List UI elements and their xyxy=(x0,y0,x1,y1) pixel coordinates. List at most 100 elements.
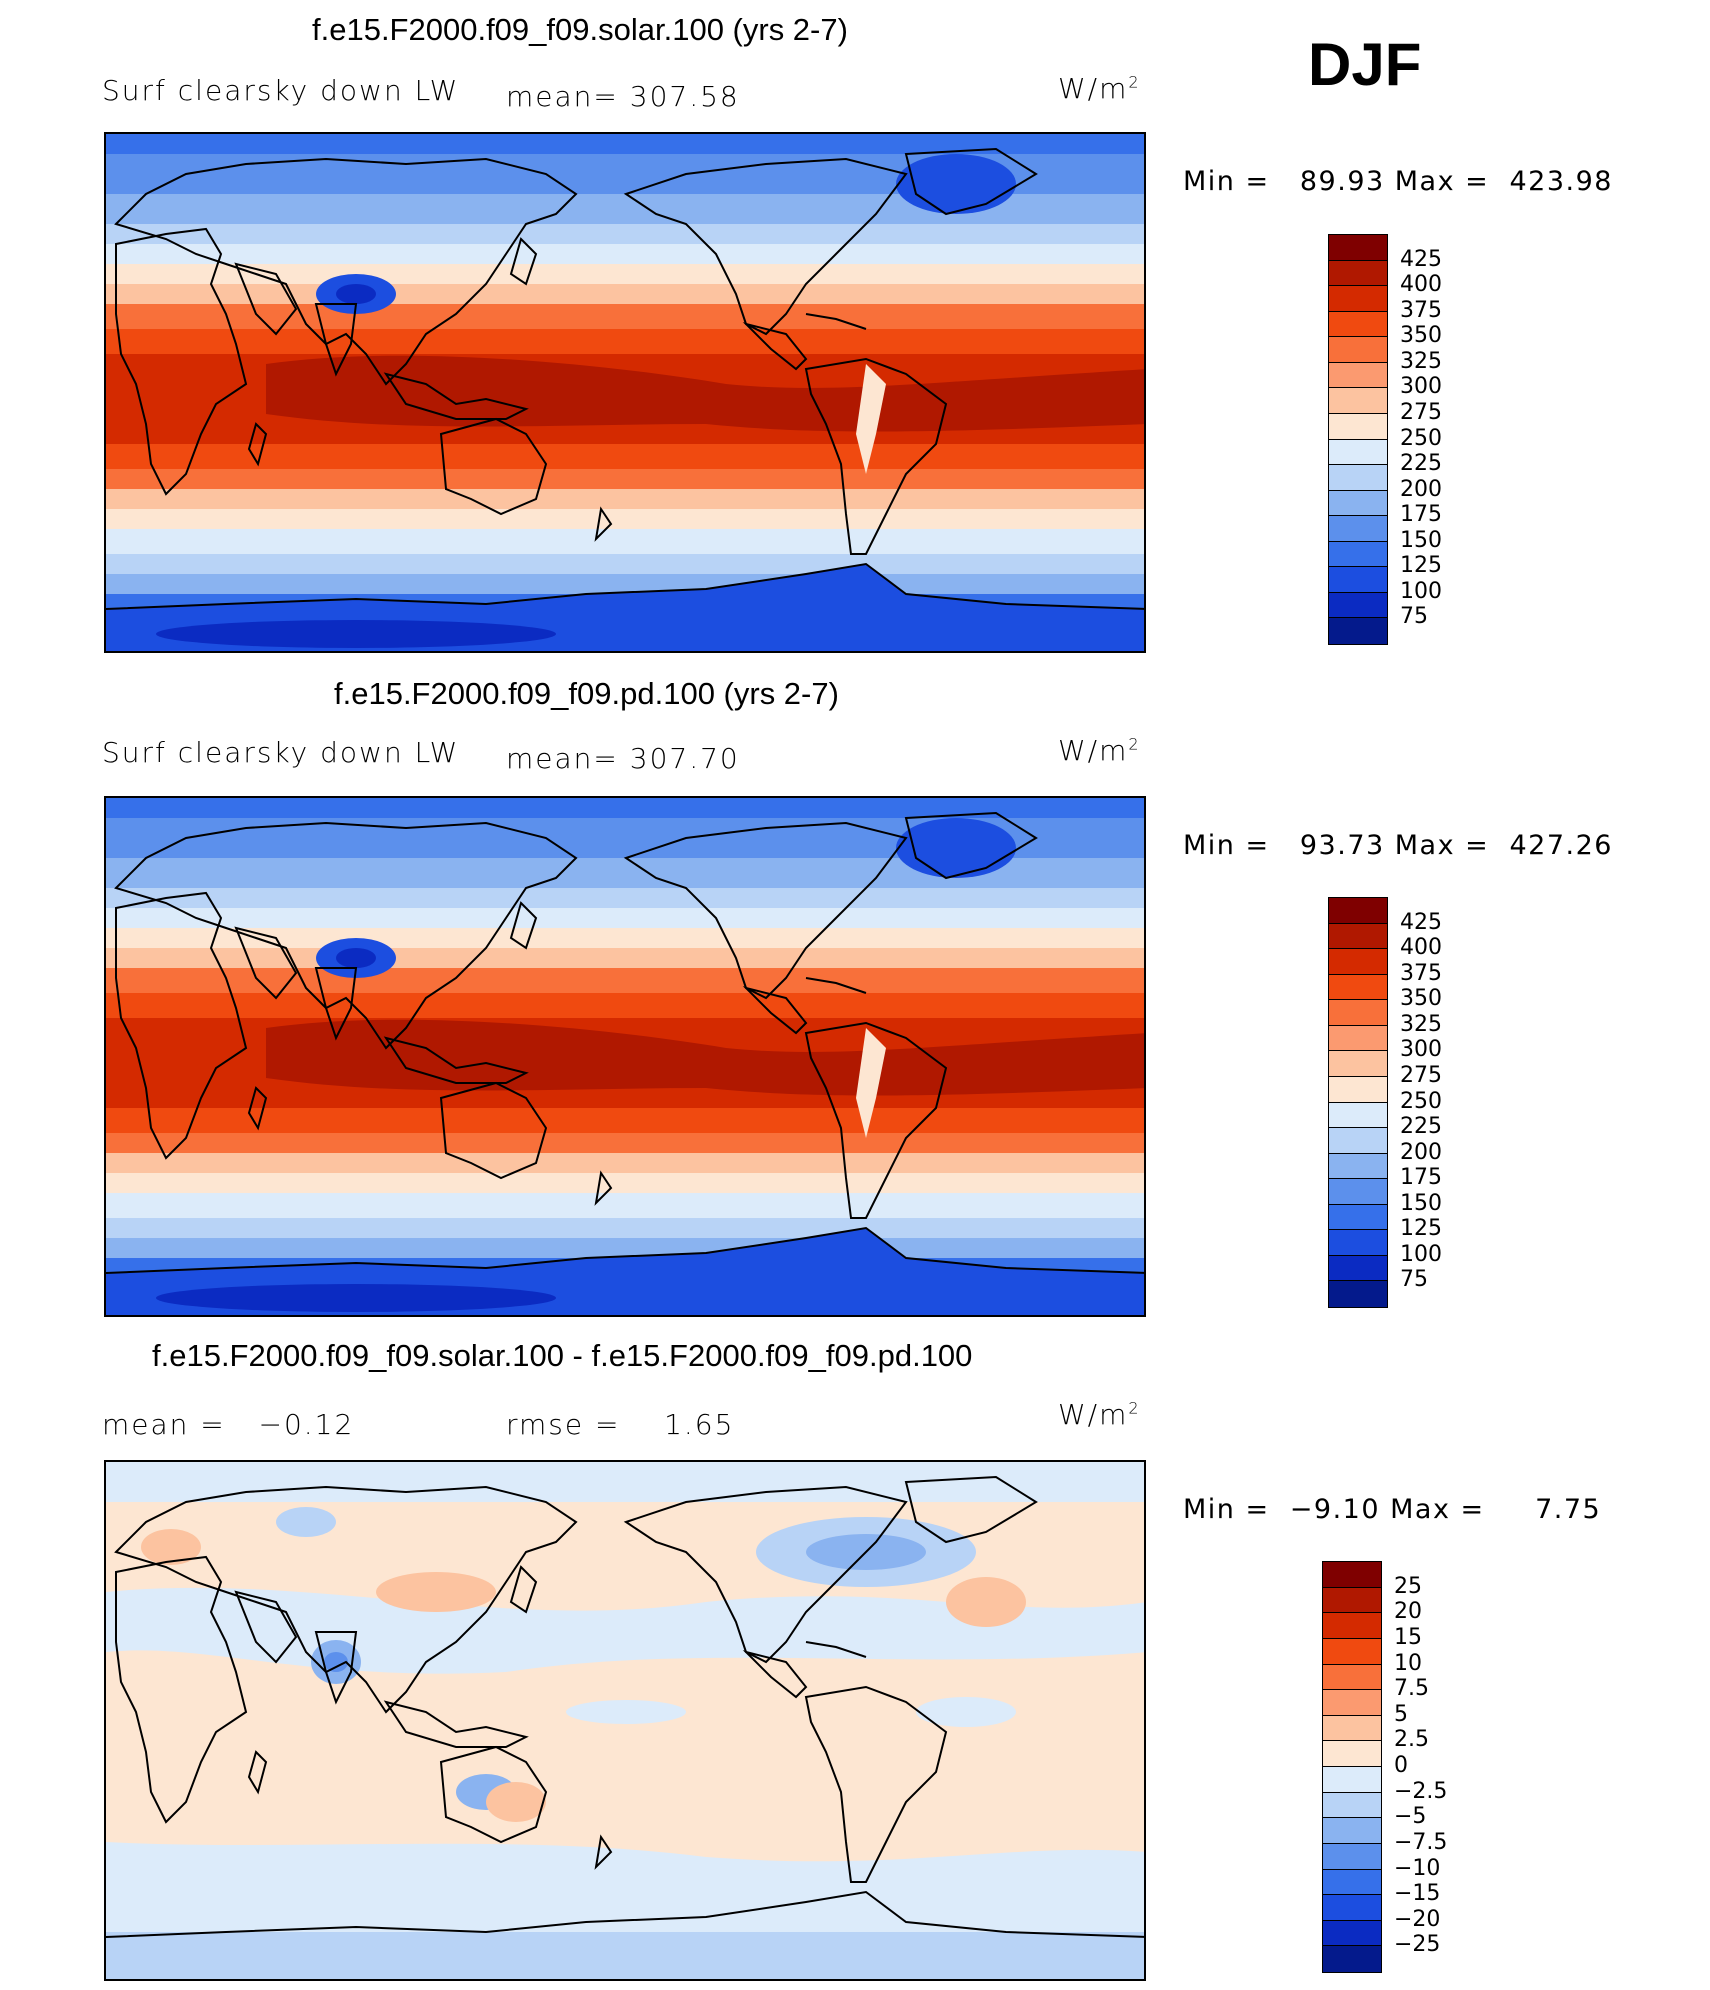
colorbar-tick-label: 5 xyxy=(1394,1701,1408,1727)
colorbar-tick-label: 20 xyxy=(1394,1599,1422,1625)
panel-2-title: f.e15.F2000.f09_f09.pd.100 (yrs 2-7) xyxy=(334,676,839,711)
colorbar-tick-label: 250 xyxy=(1400,1088,1442,1114)
colorbar-segment xyxy=(1329,311,1387,338)
colorbar-segment xyxy=(1323,1895,1381,1921)
colorbar-tick-label: −15 xyxy=(1394,1881,1441,1907)
colorbar-tick-label: 100 xyxy=(1400,1241,1442,1267)
panel-2-map xyxy=(104,796,1146,1317)
colorbar-segment xyxy=(1329,1051,1387,1077)
colorbar-tick-label: 200 xyxy=(1400,1139,1442,1165)
panel-3-rmse-label: rmse = 1.65 xyxy=(506,1408,735,1441)
panel-1-colorbar xyxy=(1328,234,1388,645)
colorbar-segment xyxy=(1329,1204,1387,1231)
colorbar-tick-label: −25 xyxy=(1394,1932,1441,1958)
colorbar-tick-label: 375 xyxy=(1400,960,1442,986)
colorbar-segment xyxy=(1329,1153,1387,1180)
colorbar-segment xyxy=(1329,235,1387,261)
colorbar-tick-label: −5 xyxy=(1394,1804,1427,1830)
colorbar-tick-label: 125 xyxy=(1400,1216,1442,1242)
colorbar-tick-label: −10 xyxy=(1394,1855,1441,1881)
colorbar-segment xyxy=(1323,1690,1381,1716)
colorbar-tick-label: 200 xyxy=(1400,476,1442,502)
panel-2-minmax: Min = 93.73 Max = 427.26 xyxy=(1183,830,1613,861)
colorbar-tick-label: 275 xyxy=(1400,399,1442,425)
colorbar-segment xyxy=(1323,1792,1381,1819)
colorbar-tick-label: 10 xyxy=(1394,1650,1422,1676)
colorbar-tick-label: 325 xyxy=(1400,348,1442,374)
colorbar-segment xyxy=(1323,1843,1381,1870)
colorbar-segment xyxy=(1329,898,1387,924)
colorbar-segment xyxy=(1323,1715,1381,1742)
colorbar-tick-label: 100 xyxy=(1400,578,1442,604)
colorbar-segment xyxy=(1329,413,1387,440)
colorbar-segment xyxy=(1323,1613,1381,1639)
colorbar-segment xyxy=(1329,260,1387,287)
colorbar-segment xyxy=(1329,541,1387,568)
panel-2-mean-label: mean= 307.70 xyxy=(506,742,740,775)
panel-3-colorbar xyxy=(1322,1561,1382,1973)
colorbar-tick-label: −20 xyxy=(1394,1906,1441,1932)
colorbar-segment xyxy=(1329,1281,1387,1307)
panel-3-units: W/m2 xyxy=(1058,1398,1141,1431)
colorbar-segment xyxy=(1329,439,1387,466)
colorbar-tick-label: 400 xyxy=(1400,272,1442,298)
colorbar-segment xyxy=(1323,1920,1381,1947)
colorbar-tick-label: 175 xyxy=(1400,1165,1442,1191)
colorbar-tick-label: −2.5 xyxy=(1394,1778,1448,1804)
panel-3-minmax: Min = −9.10 Max = 7.75 xyxy=(1183,1494,1602,1525)
panel-1-units: W/m2 xyxy=(1058,72,1141,105)
colorbar-tick-label: 300 xyxy=(1400,374,1442,400)
panel-3-map xyxy=(104,1460,1146,1981)
panel-3-mean-label: mean = −0.12 xyxy=(102,1408,355,1441)
colorbar-segment xyxy=(1323,1562,1381,1588)
colorbar-segment xyxy=(1323,1869,1381,1896)
colorbar-segment xyxy=(1323,1818,1381,1844)
colorbar-segment xyxy=(1329,1102,1387,1129)
colorbar-tick-label: 75 xyxy=(1400,604,1428,630)
panel-2-colorbar xyxy=(1328,897,1388,1308)
colorbar-segment xyxy=(1329,388,1387,414)
panel-1-contour-field xyxy=(106,134,1146,653)
colorbar-tick-label: 325 xyxy=(1400,1011,1442,1037)
panel-2-contour-field xyxy=(106,798,1146,1317)
colorbar-tick-label: 25 xyxy=(1394,1573,1422,1599)
colorbar-tick-label: 425 xyxy=(1400,246,1442,272)
colorbar-tick-label: 225 xyxy=(1400,451,1442,477)
colorbar-tick-label: 375 xyxy=(1400,297,1442,323)
colorbar-tick-label: 75 xyxy=(1400,1267,1428,1293)
panel-1-minmax: Min = 89.93 Max = 423.98 xyxy=(1183,166,1613,197)
panel-1-variable-label: Surf clearsky down LW xyxy=(102,74,460,107)
colorbar-segment xyxy=(1329,362,1387,389)
colorbar-segment xyxy=(1329,618,1387,644)
colorbar-segment xyxy=(1329,286,1387,312)
colorbar-tick-label: 2.5 xyxy=(1394,1727,1429,1753)
colorbar-tick-label: 150 xyxy=(1400,527,1442,553)
colorbar-tick-label: 275 xyxy=(1400,1062,1442,1088)
colorbar-segment xyxy=(1329,949,1387,975)
colorbar-tick-label: 150 xyxy=(1400,1190,1442,1216)
colorbar-segment xyxy=(1329,1076,1387,1103)
colorbar-segment xyxy=(1329,337,1387,363)
colorbar-segment xyxy=(1329,490,1387,517)
panel-3-contour-field xyxy=(106,1462,1146,1981)
season-label: DJF xyxy=(1308,31,1422,98)
colorbar-segment xyxy=(1329,1128,1387,1154)
panel-3-title: f.e15.F2000.f09_f09.solar.100 - f.e15.F2… xyxy=(152,1338,973,1373)
panel-1-title: f.e15.F2000.f09_f09.solar.100 (yrs 2-7) xyxy=(312,12,848,47)
colorbar-segment xyxy=(1323,1638,1381,1665)
colorbar-tick-label: 350 xyxy=(1400,986,1442,1012)
colorbar-segment xyxy=(1323,1741,1381,1767)
colorbar-tick-label: 225 xyxy=(1400,1114,1442,1140)
panel-1-map xyxy=(104,132,1146,653)
colorbar-segment xyxy=(1329,1179,1387,1205)
colorbar-segment xyxy=(1329,1000,1387,1026)
colorbar-segment xyxy=(1323,1767,1381,1793)
colorbar-tick-label: 15 xyxy=(1394,1624,1422,1650)
colorbar-tick-label: 400 xyxy=(1400,935,1442,961)
colorbar-segment xyxy=(1323,1946,1381,1972)
colorbar-segment xyxy=(1329,465,1387,491)
colorbar-segment xyxy=(1329,516,1387,542)
colorbar-segment xyxy=(1329,974,1387,1001)
colorbar-segment xyxy=(1323,1587,1381,1614)
colorbar-tick-label: 7.5 xyxy=(1394,1676,1429,1702)
